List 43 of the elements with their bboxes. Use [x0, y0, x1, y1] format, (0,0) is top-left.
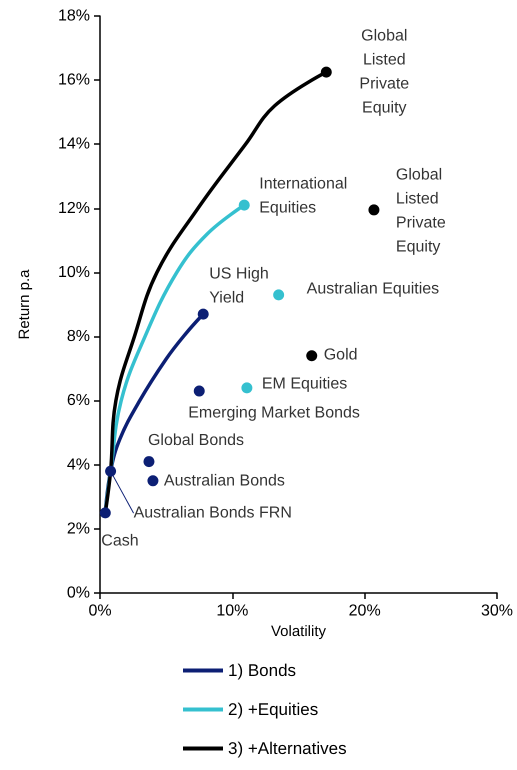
point — [241, 382, 252, 394]
annotation: Australian Bonds — [164, 472, 285, 490]
annotation: International Equities — [259, 176, 348, 217]
annotation: Gold — [324, 346, 358, 364]
annotation: Emerging Market Bonds — [188, 404, 360, 422]
point — [238, 200, 250, 211]
legend-label: 2) +Equities — [228, 700, 318, 719]
point — [100, 507, 111, 518]
y-tick-label: 18% — [58, 8, 90, 24]
point — [273, 289, 284, 300]
annotation: Global Bonds — [148, 432, 244, 450]
x-tick-label: 10% — [216, 602, 248, 620]
point — [306, 350, 318, 362]
x-tick-label: 0% — [88, 602, 112, 620]
y-tick-label: 16% — [58, 72, 90, 89]
y-axis-title: Return p.a — [16, 268, 33, 340]
annotation: Global Listed Private Equity — [396, 166, 446, 256]
x-tick-label: 30% — [480, 602, 514, 620]
y-tick-label: 6% — [66, 392, 90, 410]
point — [147, 475, 158, 486]
annotation: Australian Equities — [306, 280, 440, 298]
point — [368, 204, 380, 216]
x-axis-title: Volatility — [270, 622, 327, 640]
y-tick-label: 2% — [66, 520, 90, 538]
y-tick-label: 12% — [58, 200, 90, 217]
y-tick-label: 8% — [66, 328, 90, 346]
point — [320, 66, 332, 78]
annotation: Global Listed Private Equity — [359, 28, 410, 117]
y-tick-label: 14% — [58, 136, 90, 153]
annotation: Cash — [101, 532, 139, 550]
y-tick-label: 10% — [58, 264, 90, 281]
annotation: Australian Bonds FRN — [134, 504, 292, 522]
annotation: US High Yield — [209, 266, 269, 307]
legend-label: 3) +Alternatives — [228, 739, 347, 758]
legend-label: 1) Bonds — [228, 661, 296, 680]
y-tick-label: 0% — [66, 584, 90, 602]
point — [198, 308, 209, 320]
y-tick-label: 4% — [66, 456, 90, 474]
x-tick-label: 20% — [348, 602, 381, 620]
point — [143, 456, 154, 468]
point — [194, 386, 205, 397]
annotation: EM Equities — [262, 375, 348, 392]
point — [105, 466, 116, 477]
